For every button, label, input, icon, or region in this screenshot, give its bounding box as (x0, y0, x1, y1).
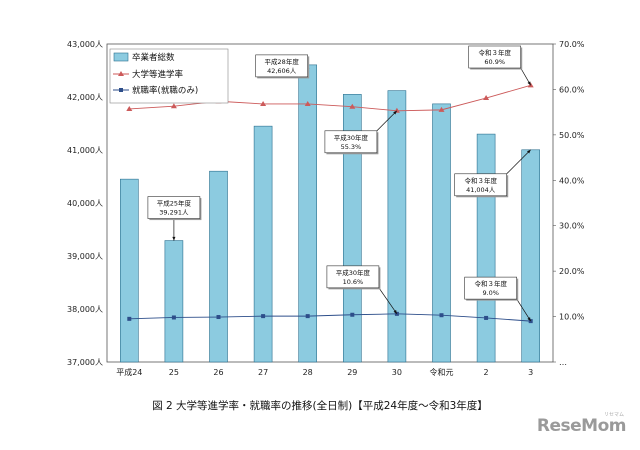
bar-graduates-2 (209, 170, 228, 363)
annotation-box-5 (454, 173, 508, 197)
annotation-text-2-1: 55.3% (341, 143, 362, 151)
point-advance-rate-4 (304, 100, 311, 106)
bar-graduates-9 (521, 149, 541, 363)
left-axis-tick-3: 40,000人 (67, 199, 103, 208)
left-axis-tick-5: 42,000人 (67, 93, 103, 102)
x-axis-tick-3: 27 (258, 368, 268, 377)
annotation-text-3-1: 10.6% (343, 278, 364, 286)
legend-frame (109, 48, 229, 104)
annotation-text-5-1: 41,004人 (466, 186, 496, 194)
left-axis-tick-2: 39,000人 (67, 252, 103, 261)
right-axis-tick-7: 70.0% (559, 40, 585, 49)
annotation-text-6-0: 令和３年度 (474, 279, 507, 288)
bar-graduates-6 (387, 90, 407, 363)
point-employment-rate-5 (350, 312, 355, 317)
annotations: 平成25年度39,291人平成28年度42,606人平成30年度55.3%平成3… (147, 45, 532, 322)
right-axis-tick-6: 60.0% (559, 85, 585, 94)
point-advance-rate-7 (438, 106, 445, 112)
point-employment-rate-4 (305, 314, 310, 319)
figure-caption: 図 2 大学等進学率・就職率の推移(全日制)【平成24年度～令和3年度】 (152, 400, 488, 412)
point-advance-rate-3 (260, 100, 267, 106)
annotation-arrowhead-6 (527, 317, 531, 322)
annotation-text-1-1: 42,606人 (267, 67, 297, 75)
legend-bar-swatch (113, 52, 129, 62)
annotation-text-6-1: 9.0% (482, 289, 499, 297)
annotation-box-1 (255, 54, 308, 78)
legend-label-employment-rate: 就職率(就職のみ) (132, 85, 198, 96)
legend-employ-marker (119, 88, 123, 92)
annotation-text-3-0: 平成30年度 (336, 268, 371, 277)
annotation-text-4-0: 令和３年度 (478, 48, 511, 57)
bar-graduates-8 (476, 133, 496, 363)
right-axis-tick-1: 10.0% (559, 313, 585, 322)
annotation-arrowhead-4 (527, 81, 531, 86)
resemom-logo: ReseMom (536, 416, 627, 436)
right-axis-tick-5: 50.0% (559, 131, 585, 140)
left-axis-tick-6: 43,000人 (67, 40, 103, 49)
point-employment-rate-7 (439, 313, 444, 318)
point-employment-rate-3 (261, 314, 266, 319)
annotation-arrowhead-3 (393, 309, 397, 314)
annotation-arrow-3 (378, 287, 398, 315)
legend: 卒業者総数 大学等進学率 就職率(就職のみ) (109, 48, 229, 104)
legend-advance-marker (118, 71, 124, 76)
annotation-text-0-1: 39,291人 (159, 209, 189, 217)
annotation-arrow-6 (516, 298, 531, 322)
right-axis-tick-4: 40.0% (559, 176, 585, 185)
annotation-arrowhead-0 (172, 236, 176, 241)
point-employment-rate-0 (127, 316, 132, 321)
annotation-text-2-0: 平成30年度 (334, 133, 369, 142)
annotation-arrowhead-2 (393, 110, 397, 115)
x-axis-tick-6: 30 (392, 368, 402, 377)
point-advance-rate-5 (349, 103, 356, 109)
x-axis-tick-5: 29 (347, 368, 357, 377)
right-axis-tick-3: 30.0% (559, 222, 585, 231)
bar-graduates-3 (253, 125, 273, 363)
left-axis-tick-1: 38,000人 (67, 305, 103, 314)
x-axis-tick-8: 2 (484, 368, 489, 377)
point-advance-rate-8 (483, 95, 490, 101)
axis-ticks: 37,000人 38,000人 39,000人 40,000人 41,000人 42,00… (67, 40, 585, 377)
line-advance-rate (129, 84, 531, 112)
x-axis-tick-9: 3 (528, 368, 533, 377)
bar-graduates-7 (432, 103, 451, 363)
annotation-text-4-1: 60.9% (484, 58, 505, 66)
annotation-arrowhead-5 (526, 149, 531, 154)
legend-label-advance-rate: 大学等進学率 (132, 69, 184, 80)
x-axis-tick-1: 25 (169, 368, 179, 377)
line-employment-rate (129, 313, 531, 322)
annotation-box-3 (326, 265, 380, 289)
annotation-arrow-2 (376, 110, 398, 132)
point-employment-rate-2 (216, 315, 221, 320)
x-axis-tick-4: 28 (303, 368, 313, 377)
x-axis-tick-7: 令和元 (430, 367, 454, 377)
legend-label-graduates: 卒業者総数 (132, 52, 175, 63)
x-axis-tick-2: 26 (213, 368, 223, 377)
point-advance-rate-1 (170, 103, 177, 109)
point-employment-rate-1 (171, 315, 176, 320)
point-advance-rate-0 (126, 105, 133, 111)
annotation-box-0 (147, 196, 201, 219)
point-employment-rate-8 (484, 315, 489, 320)
bar-graduates-5 (342, 94, 362, 363)
logo-subtitle: リセマム (603, 412, 624, 418)
annotation-text-1-0: 平成28年度 (265, 57, 300, 66)
plot-frame (106, 43, 554, 363)
right-axis-tick-0: … (559, 358, 567, 367)
x-axis-tick-0: 平成24 (116, 367, 142, 377)
annotation-box-4 (468, 45, 522, 69)
bar-graduates-0 (120, 178, 139, 363)
left-axis-tick-0: 37,000人 (67, 358, 103, 367)
chart-svg: 37,000人 38,000人 39,000人 40,000人 41,000人 42,00… (67, 40, 585, 377)
annotation-box-2 (324, 130, 378, 154)
annotation-text-0-0: 平成25年度 (157, 199, 192, 208)
annotation-arrow-5 (506, 149, 531, 175)
left-axis-tick-4: 41,000人 (67, 146, 103, 155)
annotation-box-6 (464, 276, 518, 300)
right-axis-tick-2: 20.0% (559, 267, 585, 276)
bar-graduates-1 (164, 240, 184, 363)
annotation-text-5-0: 令和３年度 (464, 176, 497, 185)
